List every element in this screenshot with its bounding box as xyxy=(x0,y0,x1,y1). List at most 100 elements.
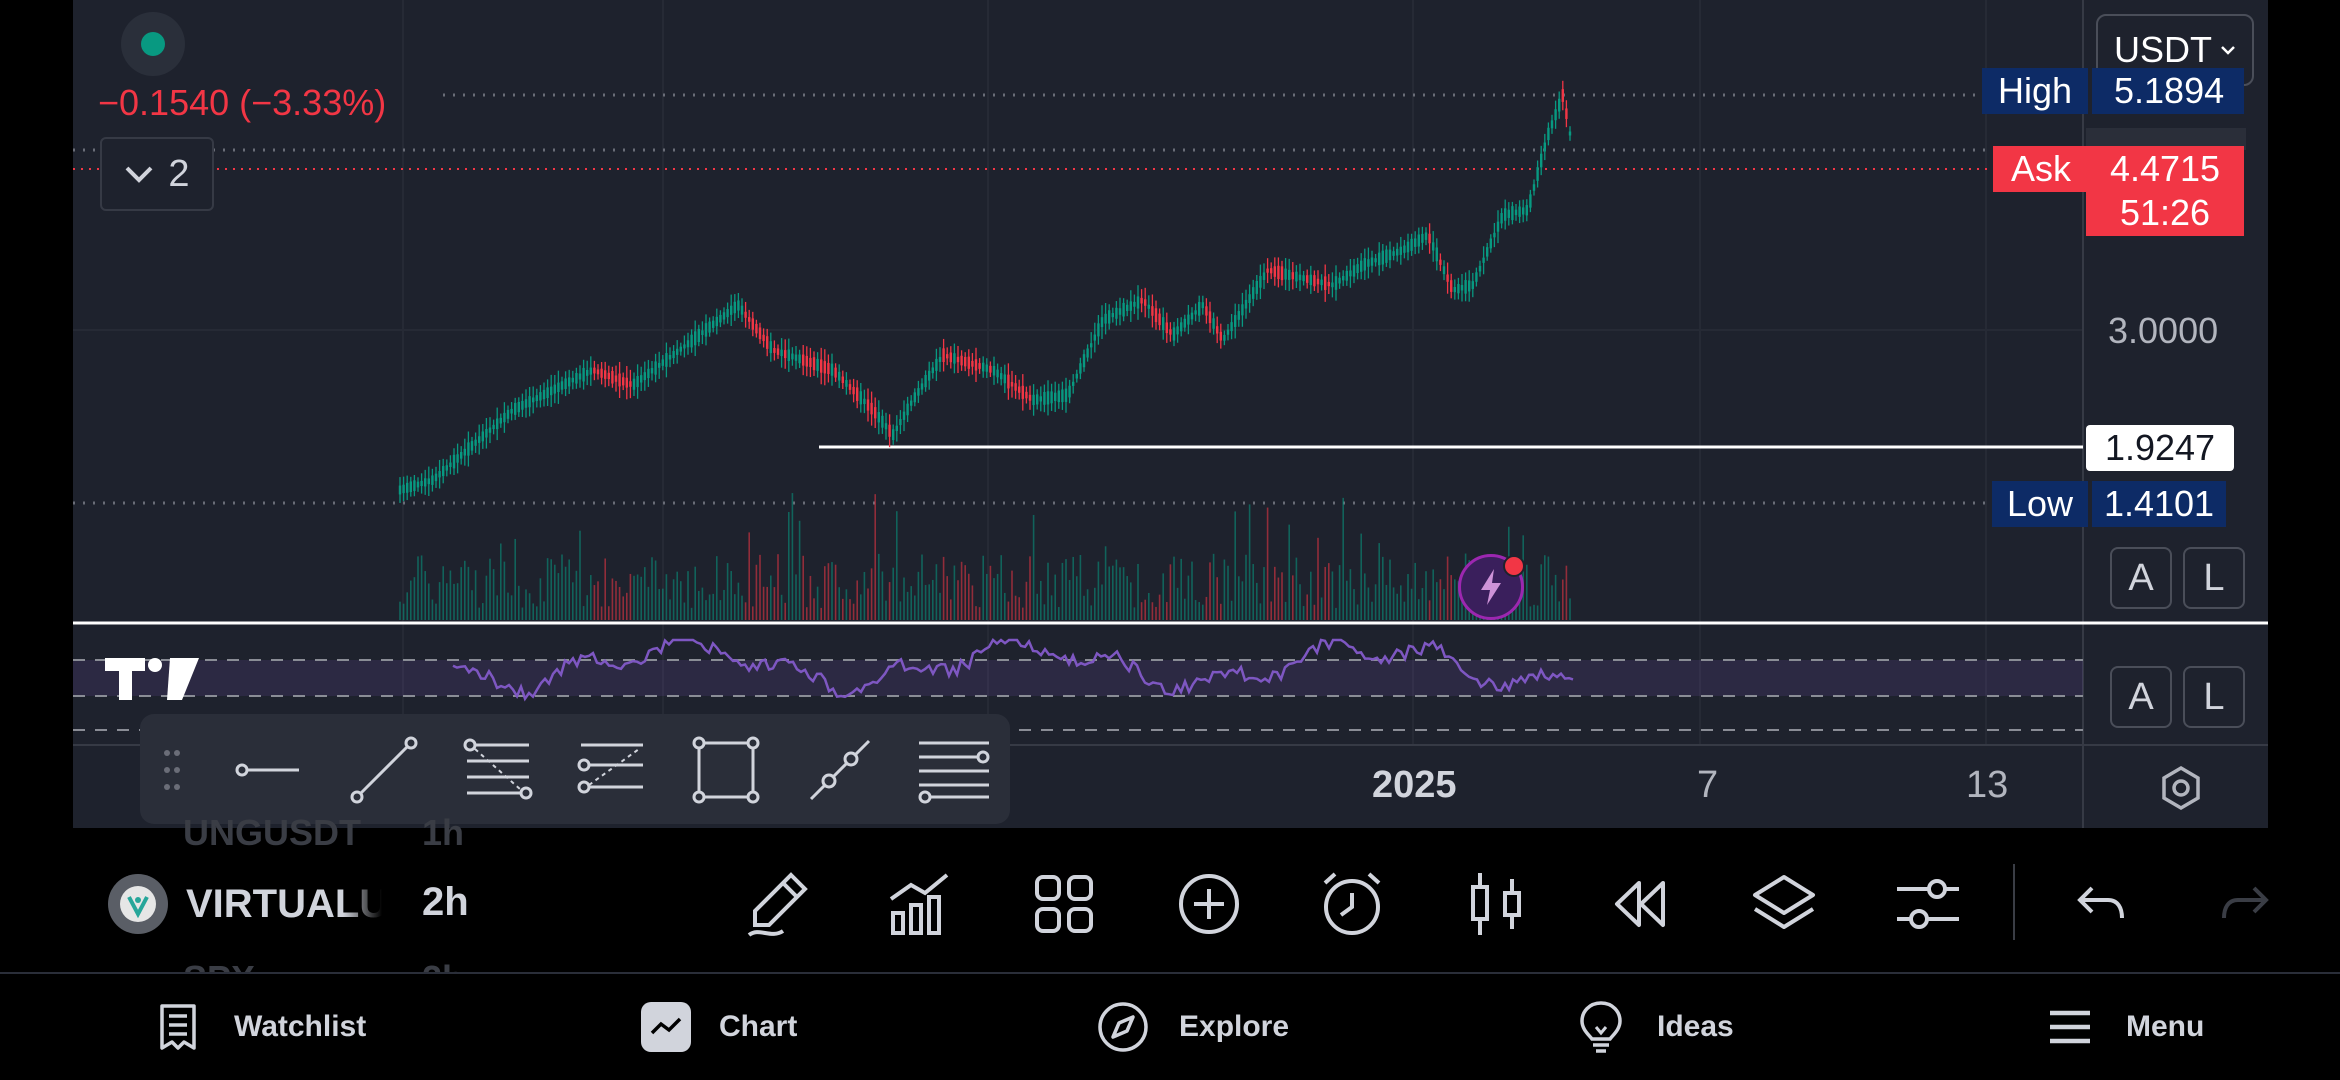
chart-area[interactable]: −0.1540 (−3.33%) 2 USDT High 5.1894 Ask … xyxy=(73,0,2268,828)
candle-body xyxy=(917,388,920,396)
alert-clock-icon xyxy=(1323,872,1381,935)
candle-body xyxy=(449,462,452,468)
rsi-scale-log-button[interactable]: L xyxy=(2183,666,2245,728)
add-plus-icon xyxy=(1179,874,1239,934)
ray-tool[interactable] xyxy=(346,734,422,806)
candle-body xyxy=(809,357,812,367)
trend-line-tool[interactable] xyxy=(232,734,308,806)
layouts-button[interactable] xyxy=(1024,864,1104,944)
fib-retracement-tool[interactable] xyxy=(460,734,536,806)
redo-button[interactable] xyxy=(2206,864,2286,944)
candle-body xyxy=(686,340,690,348)
candle-body xyxy=(1327,281,1330,287)
nav-ideas[interactable]: Ideas xyxy=(1573,994,1734,1060)
candle-body xyxy=(1176,326,1179,335)
compass-icon xyxy=(1095,999,1151,1055)
flash-alert-button[interactable] xyxy=(1458,554,1525,620)
rectangle-tool[interactable] xyxy=(688,734,764,806)
nav-label: Chart xyxy=(719,1010,798,1043)
drag-handle-icon[interactable] xyxy=(162,748,182,792)
candle-body xyxy=(823,361,826,374)
candle-body xyxy=(1352,265,1356,277)
rsi-scale-auto-button[interactable]: A xyxy=(2110,666,2172,728)
fib-extension-tool[interactable] xyxy=(574,734,650,806)
price-scale-log-button[interactable]: L xyxy=(2183,547,2245,609)
candle-body xyxy=(1050,391,1053,404)
candle-body xyxy=(910,400,913,406)
high-label: High xyxy=(1982,68,2088,114)
chart-type-button[interactable] xyxy=(1456,864,1536,944)
candle-body xyxy=(1061,389,1064,403)
fib-retracement-icon xyxy=(463,738,533,800)
price-chart-canvas[interactable] xyxy=(73,0,2268,828)
candle-body xyxy=(1115,307,1118,319)
candle-body xyxy=(488,427,492,433)
candle-body xyxy=(654,361,657,375)
indicators-button[interactable] xyxy=(880,864,960,944)
horizontal-line-price[interactable]: 1.9247 xyxy=(2086,425,2234,471)
candle-body xyxy=(1259,275,1262,288)
candle-body xyxy=(780,349,783,357)
candle-body xyxy=(625,377,628,388)
price-scale-auto-button[interactable]: A xyxy=(2110,547,2172,609)
time-axis-label: 7 xyxy=(1697,764,1719,806)
undo-button[interactable] xyxy=(2060,864,2140,944)
candle-body xyxy=(730,305,733,315)
candle-body xyxy=(1367,259,1370,267)
candle-body xyxy=(719,314,722,323)
layers-button[interactable] xyxy=(1744,864,1824,944)
candle-body xyxy=(1334,276,1338,290)
candle-body xyxy=(1100,317,1104,328)
candle-body xyxy=(1547,127,1550,141)
drawing-tools-button[interactable] xyxy=(738,864,818,944)
candle-body xyxy=(553,384,556,394)
candle-body xyxy=(1475,272,1478,282)
candle-body xyxy=(1111,313,1114,318)
candle-body xyxy=(784,350,787,359)
indicators-count: 2 xyxy=(168,152,190,195)
nav-explore[interactable]: Explore xyxy=(1095,994,1289,1060)
price-label-overlap xyxy=(2086,128,2246,150)
indicators-collapse-button[interactable]: 2 xyxy=(100,137,214,211)
add-button[interactable] xyxy=(1169,864,1249,944)
candle-body xyxy=(960,355,963,366)
horizontal-lines-tool[interactable] xyxy=(916,734,992,806)
candle-body xyxy=(578,373,582,380)
price-axis-label: 3.0000 xyxy=(2108,310,2219,351)
interval-selector[interactable]: 2h xyxy=(422,880,469,924)
replay-button[interactable] xyxy=(1600,864,1680,944)
candle-body xyxy=(492,424,495,430)
candle-body xyxy=(1403,245,1406,253)
candle-body xyxy=(607,372,610,380)
nav-menu[interactable]: Menu xyxy=(2042,994,2204,1060)
candle-body xyxy=(1000,373,1003,380)
market-status-indicator[interactable] xyxy=(121,12,185,76)
candle-body xyxy=(1122,302,1125,317)
horizontal-segment-icon xyxy=(235,763,299,777)
candle-body xyxy=(668,354,672,360)
candle-body xyxy=(755,323,758,334)
candle-body xyxy=(1504,208,1507,221)
candle-body xyxy=(546,387,549,399)
path-tool[interactable] xyxy=(802,734,878,806)
candle-body xyxy=(848,384,852,390)
alert-button[interactable] xyxy=(1312,864,1392,944)
candle-body xyxy=(859,391,862,405)
candle-body xyxy=(1208,311,1212,324)
drawing-toolbar[interactable] xyxy=(140,714,1010,824)
candle-body xyxy=(398,485,402,495)
chart-settings-icon[interactable] xyxy=(2151,758,2211,818)
candle-body xyxy=(1129,301,1132,311)
candle-body xyxy=(1010,381,1014,387)
symbol-selector[interactable]: VIRTUALUSDT xyxy=(108,874,382,934)
settings-button[interactable] xyxy=(1888,864,1968,944)
candle-body xyxy=(463,448,466,456)
nav-chart[interactable]: Chart xyxy=(641,994,797,1060)
candle-body xyxy=(1514,209,1518,216)
nav-watchlist[interactable]: Watchlist xyxy=(150,994,366,1060)
candle-body xyxy=(1093,334,1096,341)
candle-body xyxy=(892,429,895,441)
candle-body xyxy=(805,355,808,367)
time-axis-label: 13 xyxy=(1966,764,2009,806)
rectangle-icon xyxy=(692,736,760,804)
